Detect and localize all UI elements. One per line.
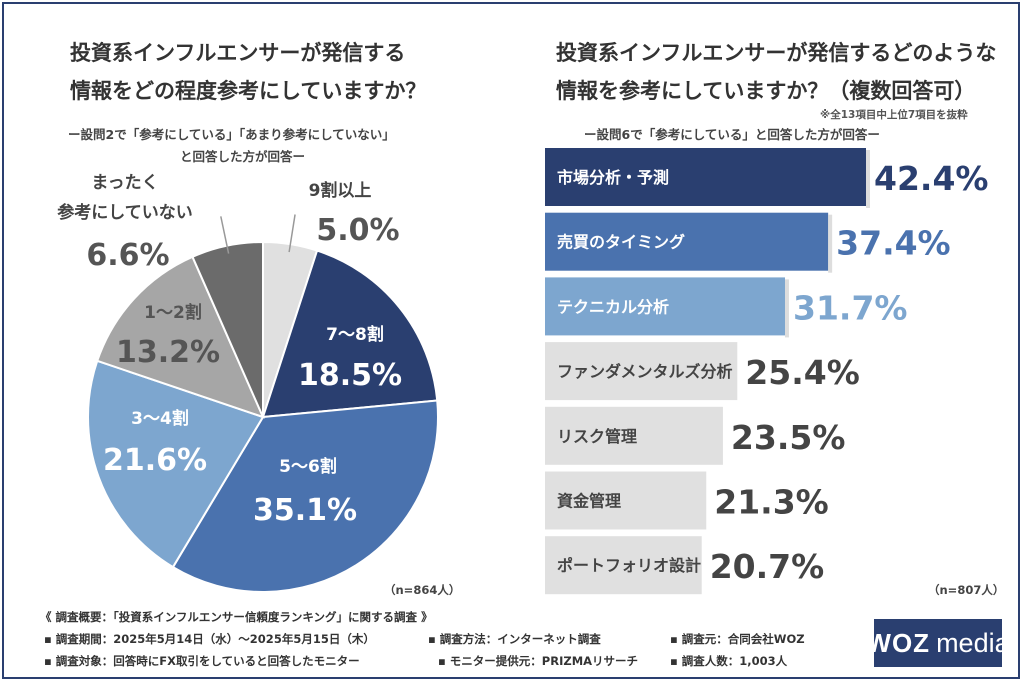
pie-title: 投資系インフルエンサーが発信する 情報をどの程度参考にしていますか？ [70, 41, 427, 103]
pie-subtitle-line1: ー設問2で「参考にしている」「あまり参考にしていない」 [68, 127, 395, 142]
bar-value-label: 31.7% [793, 288, 908, 327]
bar-shadow [866, 150, 870, 208]
pie-slice [95, 255, 265, 419]
bar-title: 投資系インフルエンサーが発信するどのような 情報を参考にしていますか？（複数回答… [556, 41, 997, 103]
bar [545, 148, 866, 206]
bar-category-label: 市場分析・予測 [557, 168, 669, 187]
pie-slice-label: 9割以上 [309, 180, 372, 201]
bar-subtitle: ー設問6で「参考にしている」と回答した方が回答ー [584, 127, 880, 142]
pie-slice-value: 21.6% [103, 443, 207, 478]
bar-value-label: 37.4% [836, 224, 951, 263]
survey-count: ▪ 調査人数：1,003人 [670, 654, 788, 668]
pie-slice [261, 249, 439, 419]
bar-value-label: 23.5% [731, 418, 846, 457]
pie-slice-value: 35.1% [253, 493, 357, 528]
bar [545, 212, 829, 271]
bar-note: ※全13項目中上位7項目を抜粋 [820, 109, 968, 121]
pie-slice [171, 399, 439, 593]
bar-category-label: 売買のタイミング [557, 233, 685, 252]
bar-category-label: ファンダメンタルズ分析 [557, 362, 733, 381]
pie-leader-line [288, 214, 296, 253]
bar-category-label: ポートフォリオ設計 [557, 556, 701, 575]
bar [545, 471, 707, 530]
bar-value-label: 42.4% [874, 159, 989, 198]
bar-shadow [828, 214, 833, 273]
survey-heading: 《 調査概要：「投資系インフルエンサー信頼度ランキング」に関する調査 》 [40, 610, 433, 624]
pie-slice-value: 18.5% [298, 358, 402, 393]
pie-slice-label: 3〜4割 [131, 408, 189, 429]
survey-method: ▪ 調査方法：インターネット調査 [428, 632, 601, 646]
survey-source: ▪ 調査元：合同会社WOZ [670, 632, 805, 646]
bar [545, 277, 785, 336]
bar-category-label: テクニカル分析 [557, 297, 669, 316]
bar [545, 342, 738, 401]
bar-n-label: （n=807人） [928, 583, 1005, 597]
bar-category-label: リスク管理 [557, 427, 637, 446]
pie-slice [87, 359, 265, 569]
bar [545, 536, 702, 595]
bar-value-label: 20.7% [710, 547, 825, 586]
pie-slice-label: 1〜2割 [144, 302, 202, 323]
bar [545, 406, 723, 465]
pie-slice-label: 7〜8割 [326, 324, 384, 345]
bar-value-label: 25.4% [745, 353, 860, 392]
pie-subtitle-line2: と回答した方が回答ー [180, 149, 306, 164]
survey-target: ▪ 調査対象：回答時にFX取引をしていると回答したモニター [44, 654, 360, 668]
pie-slice-value: 13.2% [116, 335, 220, 370]
pie-n-label: （n=864人） [384, 583, 461, 597]
survey-period: ▪ 調査期間：2025年5月14日（水）〜2025年5月15日（木） [44, 632, 375, 646]
bar-category-label: 資金管理 [557, 492, 621, 511]
woz-media-logo: WOZ media [866, 619, 1010, 667]
pie-leader-line [220, 216, 230, 254]
pie-slice-value: 6.6% [86, 238, 169, 273]
pie-slice-label: まったく [91, 173, 158, 193]
bar-value-label: 21.3% [714, 483, 829, 522]
pie-slice-label: 5〜6割 [279, 456, 337, 477]
survey-provider: ▪ モニター提供元：PRIZMAリサーチ [438, 654, 639, 668]
bar-shadow [784, 279, 789, 338]
pie-slice-value: 5.0% [316, 213, 399, 248]
pie-slice-label: 参考にしていない [57, 202, 193, 223]
